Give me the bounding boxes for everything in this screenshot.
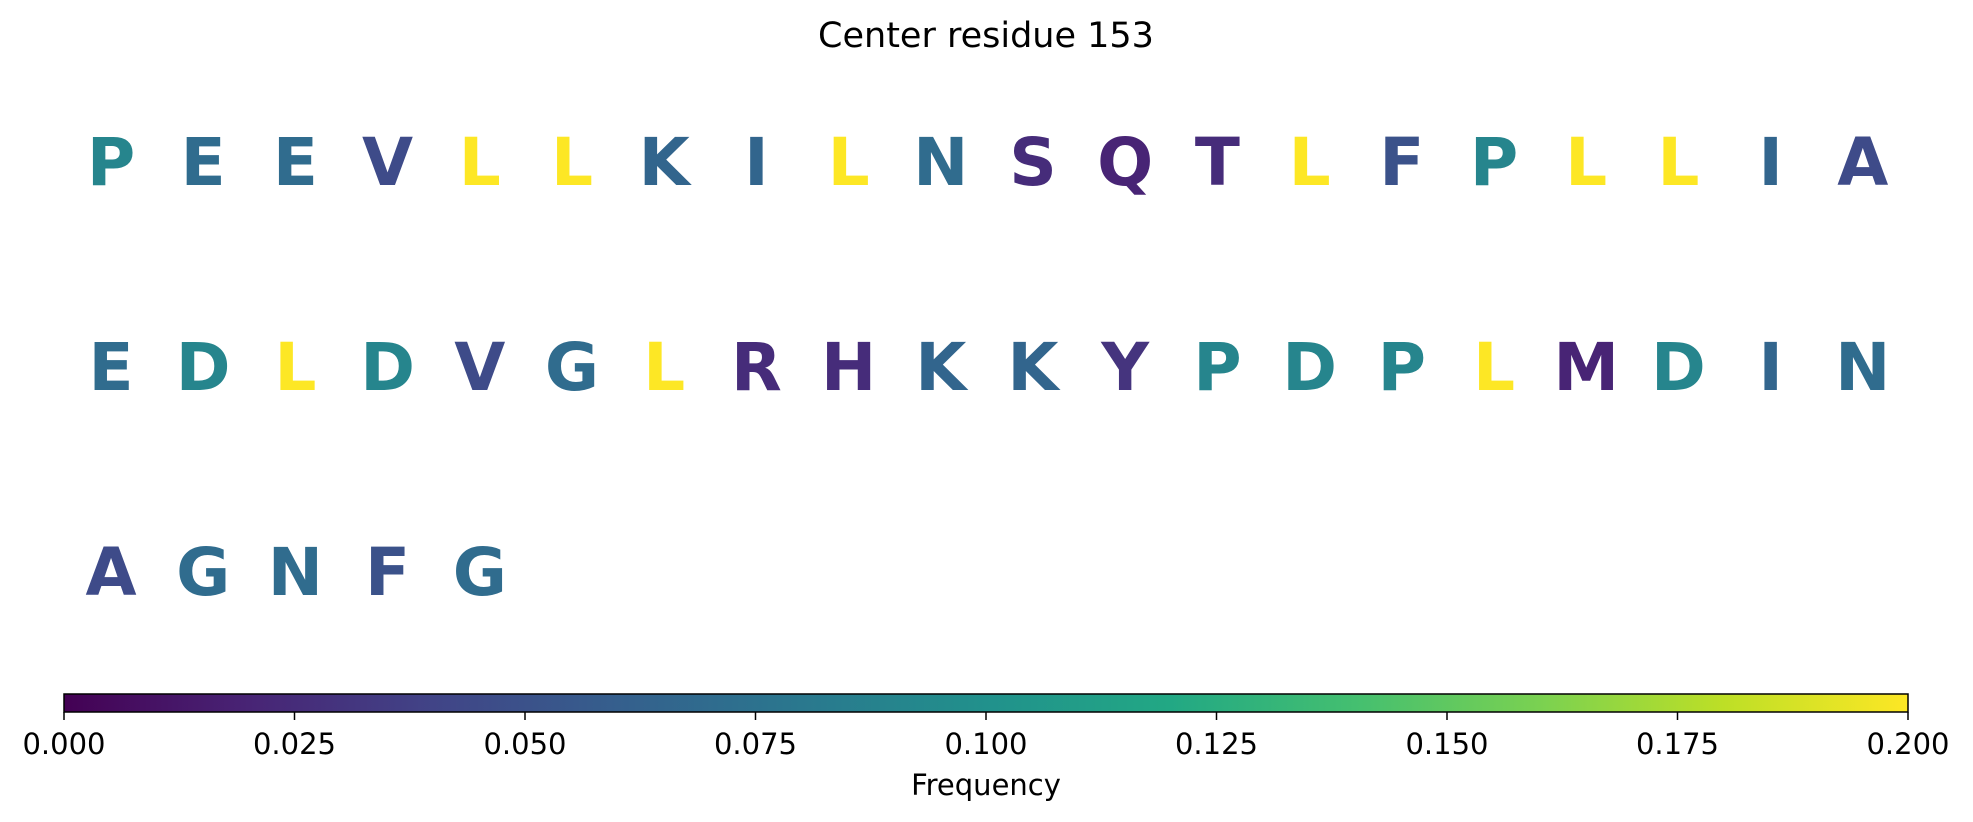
residue-letter: A <box>1837 124 1888 201</box>
residue-letter: L <box>551 124 593 201</box>
residue-letter: P <box>1378 329 1426 406</box>
colorbar-tick-label: 0.175 <box>1636 727 1719 761</box>
residue-letter: K <box>1007 329 1061 406</box>
colorbar-tick-label: 0.050 <box>483 727 566 761</box>
residue-letter: Q <box>1097 124 1153 201</box>
residue-letter: P <box>1470 124 1518 201</box>
residue-letter: K <box>915 329 969 406</box>
residue-letter: P <box>87 124 135 201</box>
residue-letter: E <box>88 329 133 406</box>
residue-letter: G <box>453 534 507 611</box>
residue-letter: I <box>1758 124 1783 201</box>
colorbar-tick-label: 0.125 <box>1175 727 1258 761</box>
residue-letter: L <box>459 124 501 201</box>
colorbar-tick-label: 0.000 <box>22 727 105 761</box>
residue-letter: K <box>639 124 693 201</box>
residue-letter: L <box>1289 124 1331 201</box>
residue-letter: D <box>360 329 415 406</box>
residue-letter: V <box>362 124 413 201</box>
residue-letter: Y <box>1100 329 1150 406</box>
colorbar-tick-label: 0.025 <box>253 727 336 761</box>
colorbar-tick-label: 0.100 <box>944 727 1027 761</box>
residue-letter: N <box>913 124 968 201</box>
colorbar-gradient <box>63 693 1909 713</box>
residue-letter: V <box>454 329 505 406</box>
residue-letter: L <box>274 329 316 406</box>
colorbar-tick-label: 0.200 <box>1866 727 1949 761</box>
residue-letter: L <box>1657 124 1699 201</box>
residue-letter: A <box>85 534 136 611</box>
residue-letter: E <box>273 124 318 201</box>
residue-letter: L <box>1565 124 1607 201</box>
residue-letter: L <box>1473 329 1515 406</box>
residue-letter: G <box>545 329 599 406</box>
residue-letter: P <box>1193 329 1241 406</box>
residue-letter: D <box>1282 329 1337 406</box>
chart-title: Center residue 153 <box>818 16 1154 56</box>
residue-letter: G <box>176 534 230 611</box>
colorbar-ticks: 0.000 0.025 0.050 0.075 0.100 0.125 0.150 0.175… <box>22 712 1950 761</box>
residue-letter: T <box>1195 124 1240 201</box>
residue-letter: L <box>828 124 870 201</box>
residue-letter: D <box>176 329 231 406</box>
residue-letter: H <box>821 329 876 406</box>
residue-grid: P E E V L L K I L N S Q T L F P L L I AE D L D V G L R H K K Y P D P L M D I N… <box>85 124 1890 611</box>
residue-letter: E <box>181 124 226 201</box>
residue-letter: N <box>268 534 323 611</box>
residue-letter: D <box>1651 329 1706 406</box>
colorbar-tick-label: 0.150 <box>1405 727 1488 761</box>
colorbar: 0.000 0.025 0.050 0.075 0.100 0.125 0.150 0.175… <box>22 693 1950 802</box>
colorbar-tick-label: 0.075 <box>714 727 797 761</box>
residue-letter: M <box>1553 329 1619 406</box>
colorbar-label: Frequency <box>911 768 1061 802</box>
residue-letter: S <box>1009 124 1057 201</box>
residue-letter: F <box>365 534 410 611</box>
residue-letter: L <box>643 329 685 406</box>
residue-letter: R <box>731 329 782 406</box>
residue-letter: F <box>1379 124 1424 201</box>
residue-letter: I <box>744 124 769 201</box>
residue-letter: N <box>1835 329 1890 406</box>
residue-letter: I <box>1758 329 1783 406</box>
